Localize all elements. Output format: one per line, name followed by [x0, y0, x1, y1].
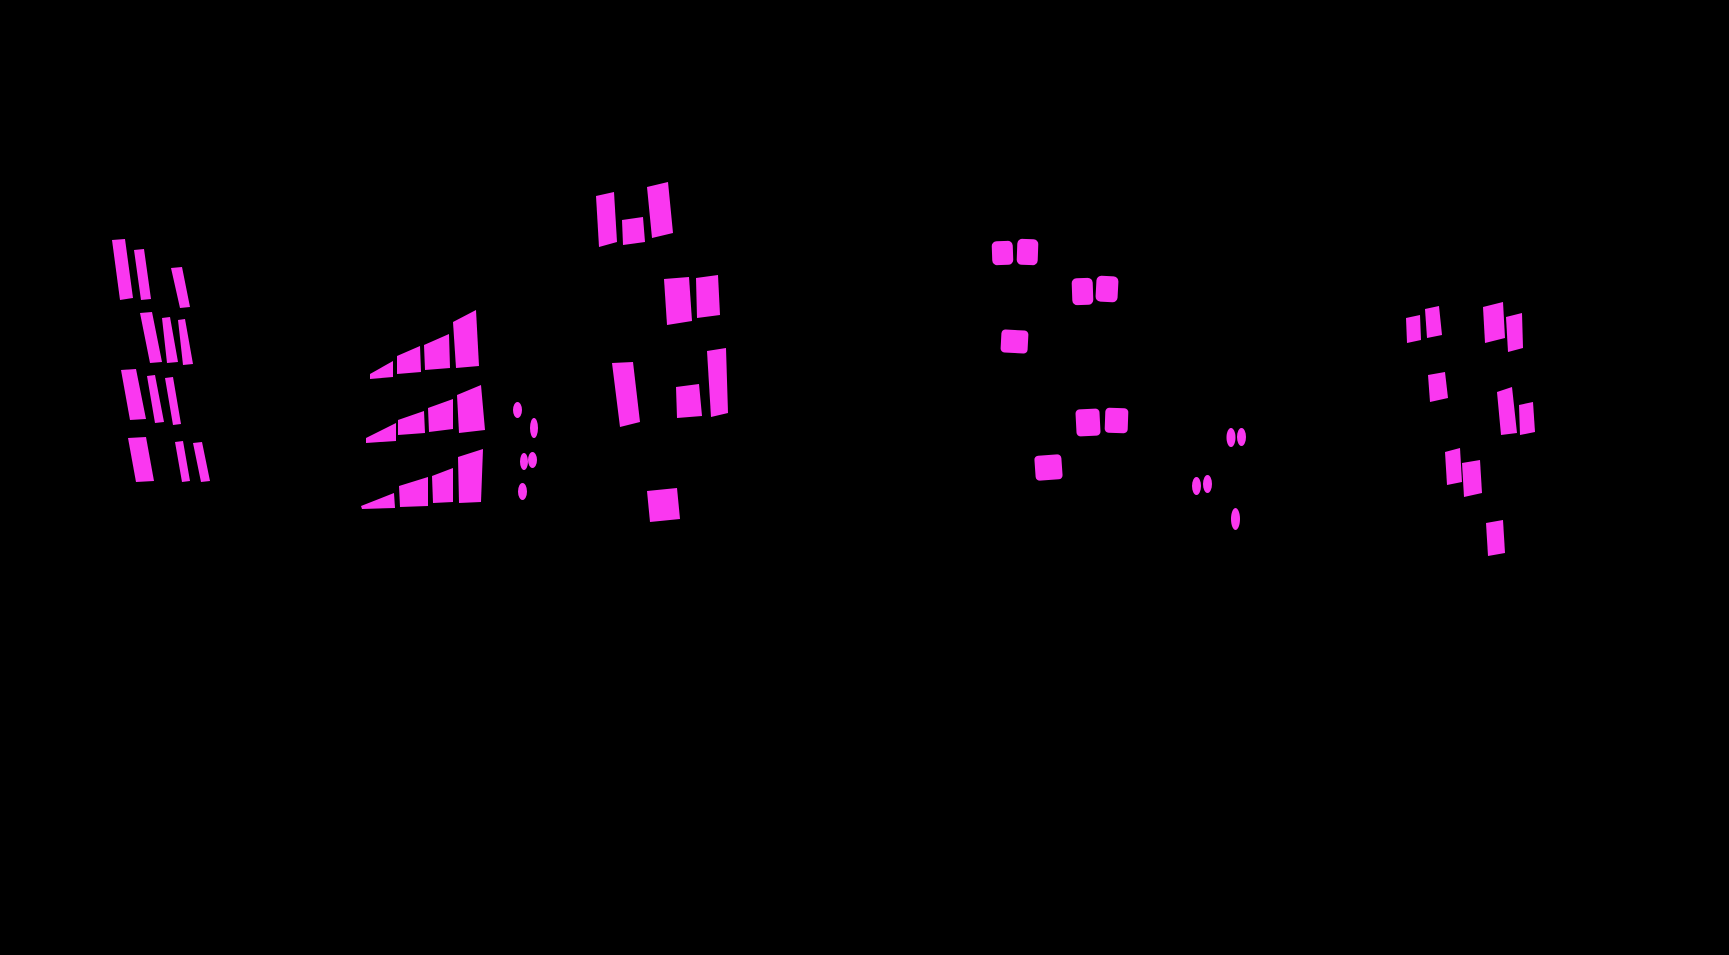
lit-window [458, 449, 483, 503]
lit-window [1000, 329, 1029, 354]
lit-window [370, 361, 393, 379]
lit-window [612, 362, 640, 427]
lit-window [165, 377, 181, 425]
lit-window [1506, 313, 1523, 352]
lit-window [1519, 402, 1535, 435]
lit-window [1486, 520, 1505, 556]
lit-window [622, 217, 645, 245]
lit-window [1445, 448, 1462, 485]
lit-window [128, 437, 154, 482]
lit-window [112, 239, 133, 300]
lit-window [676, 384, 702, 418]
lit-window [1226, 428, 1236, 447]
lit-window [428, 399, 453, 432]
lit-window [1425, 306, 1442, 338]
lit-window [647, 182, 673, 238]
lit-window [457, 385, 485, 433]
lit-window [171, 267, 190, 308]
building-6-right [1406, 302, 1535, 556]
lit-window [162, 317, 178, 363]
lit-window [1483, 302, 1505, 343]
lit-window [432, 468, 453, 503]
lit-window [397, 346, 421, 374]
lit-window [1406, 315, 1421, 343]
lit-window [596, 192, 617, 247]
building-4-square-windows [991, 238, 1129, 481]
lit-window [1016, 238, 1039, 266]
lit-window [178, 319, 193, 365]
lit-window [398, 411, 425, 435]
lit-window [399, 477, 428, 507]
lit-window [1104, 407, 1129, 434]
lit-window [1203, 475, 1212, 493]
lit-window [424, 334, 450, 370]
lit-window [1192, 477, 1201, 495]
lit-window [134, 249, 151, 300]
lit-window [1428, 372, 1448, 402]
lit-window [121, 369, 146, 420]
lit-window [453, 310, 479, 368]
lit-window [1462, 460, 1482, 497]
lit-window [1497, 387, 1517, 435]
lit-window [361, 493, 395, 509]
lit-window [528, 452, 537, 468]
lit-window [366, 423, 396, 443]
lit-window [664, 277, 692, 325]
lit-window [520, 453, 528, 470]
lit-window [1231, 508, 1240, 530]
lit-window [1095, 275, 1119, 303]
building-5-distant-ovals [1192, 428, 1246, 530]
building-2-perspective [361, 310, 485, 509]
lit-window [175, 441, 190, 482]
lit-window [530, 418, 538, 438]
lit-window [513, 402, 522, 418]
building-3-tall-windows [596, 182, 728, 522]
lit-window [707, 348, 728, 417]
lit-window [647, 488, 680, 522]
building-1-left [112, 239, 210, 482]
lit-window [518, 483, 527, 500]
lit-window [193, 442, 210, 482]
lit-window [696, 275, 720, 318]
lit-window [140, 312, 162, 363]
distant-window-dots-center-left [513, 402, 538, 500]
lit-window [1034, 454, 1063, 481]
lit-window [1071, 277, 1094, 306]
lit-window [1237, 428, 1246, 446]
lit-window [1075, 408, 1101, 437]
lit-window [147, 375, 164, 423]
lit-window [991, 240, 1014, 266]
